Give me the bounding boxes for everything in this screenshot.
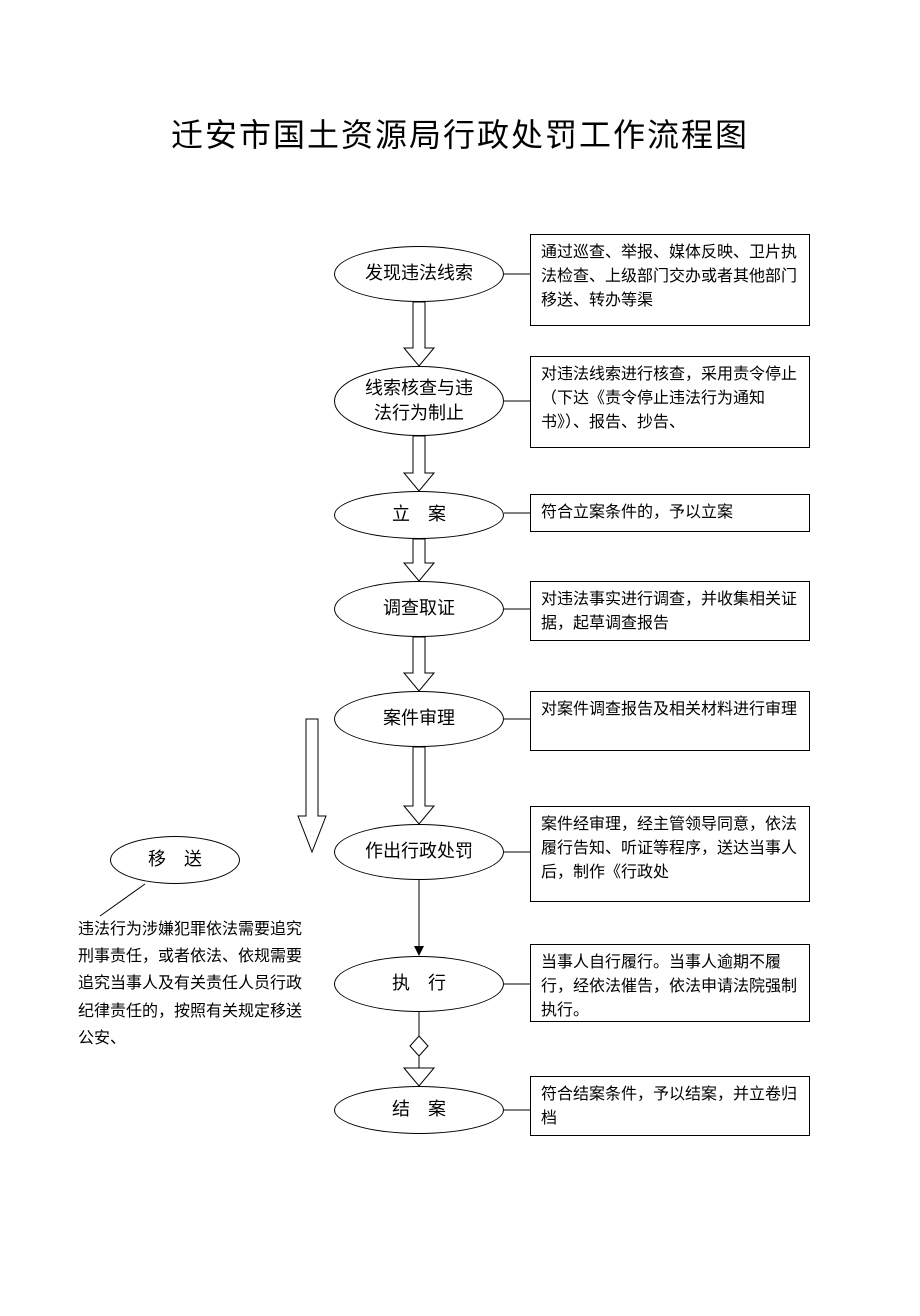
desc-file: 符合立案条件的，予以立案 <box>530 494 810 532</box>
node-review: 案件审理 <box>334 691 504 747</box>
arrow-7 <box>404 1012 434 1086</box>
arrow-5 <box>404 747 434 824</box>
arrow-branch <box>298 719 326 852</box>
arrow-3 <box>404 539 434 581</box>
node-execute: 执 行 <box>334 956 504 1012</box>
node-penalty: 作出行政处罚 <box>334 824 504 880</box>
arrow-1 <box>404 302 434 366</box>
desc-close: 符合结案条件，予以结案，并立卷归档 <box>530 1076 810 1136</box>
arrow-4 <box>404 637 434 691</box>
desc-discover: 通过巡查、举报、媒体反映、卫片执法检查、上级部门交办或者其他部门移送、转办等渠 <box>530 234 810 326</box>
node-verify: 线索核查与违 法行为制止 <box>334 366 504 436</box>
desc-verify: 对违法线索进行核查，采用责令停止（下达《责令停止违法行为通知书》）、报告、抄告、 <box>530 356 810 448</box>
arrow-2 <box>404 436 434 491</box>
node-close: 结 案 <box>334 1086 504 1134</box>
node-transfer: 移 送 <box>110 836 240 884</box>
page-title: 迁安市国土资源局行政处罚工作流程图 <box>0 110 920 156</box>
desc-transfer: 违法行为涉嫌犯罪依法需要追究刑事责任，或者依法、依规需要追究当事人及有关责任人员… <box>78 916 310 1052</box>
flowchart: 发现违法线索 线索核查与违 法行为制止 立 案 调查取证 案件审理 作出行政处罚… <box>0 216 920 1216</box>
desc-penalty: 案件经审理，经主管领导同意，依法履行告知、听证等程序，送达当事人后，制作《行政处 <box>530 806 810 902</box>
node-investigate: 调查取证 <box>334 581 504 637</box>
desc-execute: 当事人自行履行。当事人逾期不履行，经依法催告，依法申请法院强制执行。 <box>530 944 810 1022</box>
node-file: 立 案 <box>334 491 504 539</box>
desc-review: 对案件调查报告及相关材料进行审理 <box>530 691 810 751</box>
desc-investigate: 对违法事实进行调查，并收集相关证据，起草调查报告 <box>530 581 810 641</box>
callout-transfer <box>100 884 145 916</box>
node-discover: 发现违法线索 <box>334 246 504 302</box>
